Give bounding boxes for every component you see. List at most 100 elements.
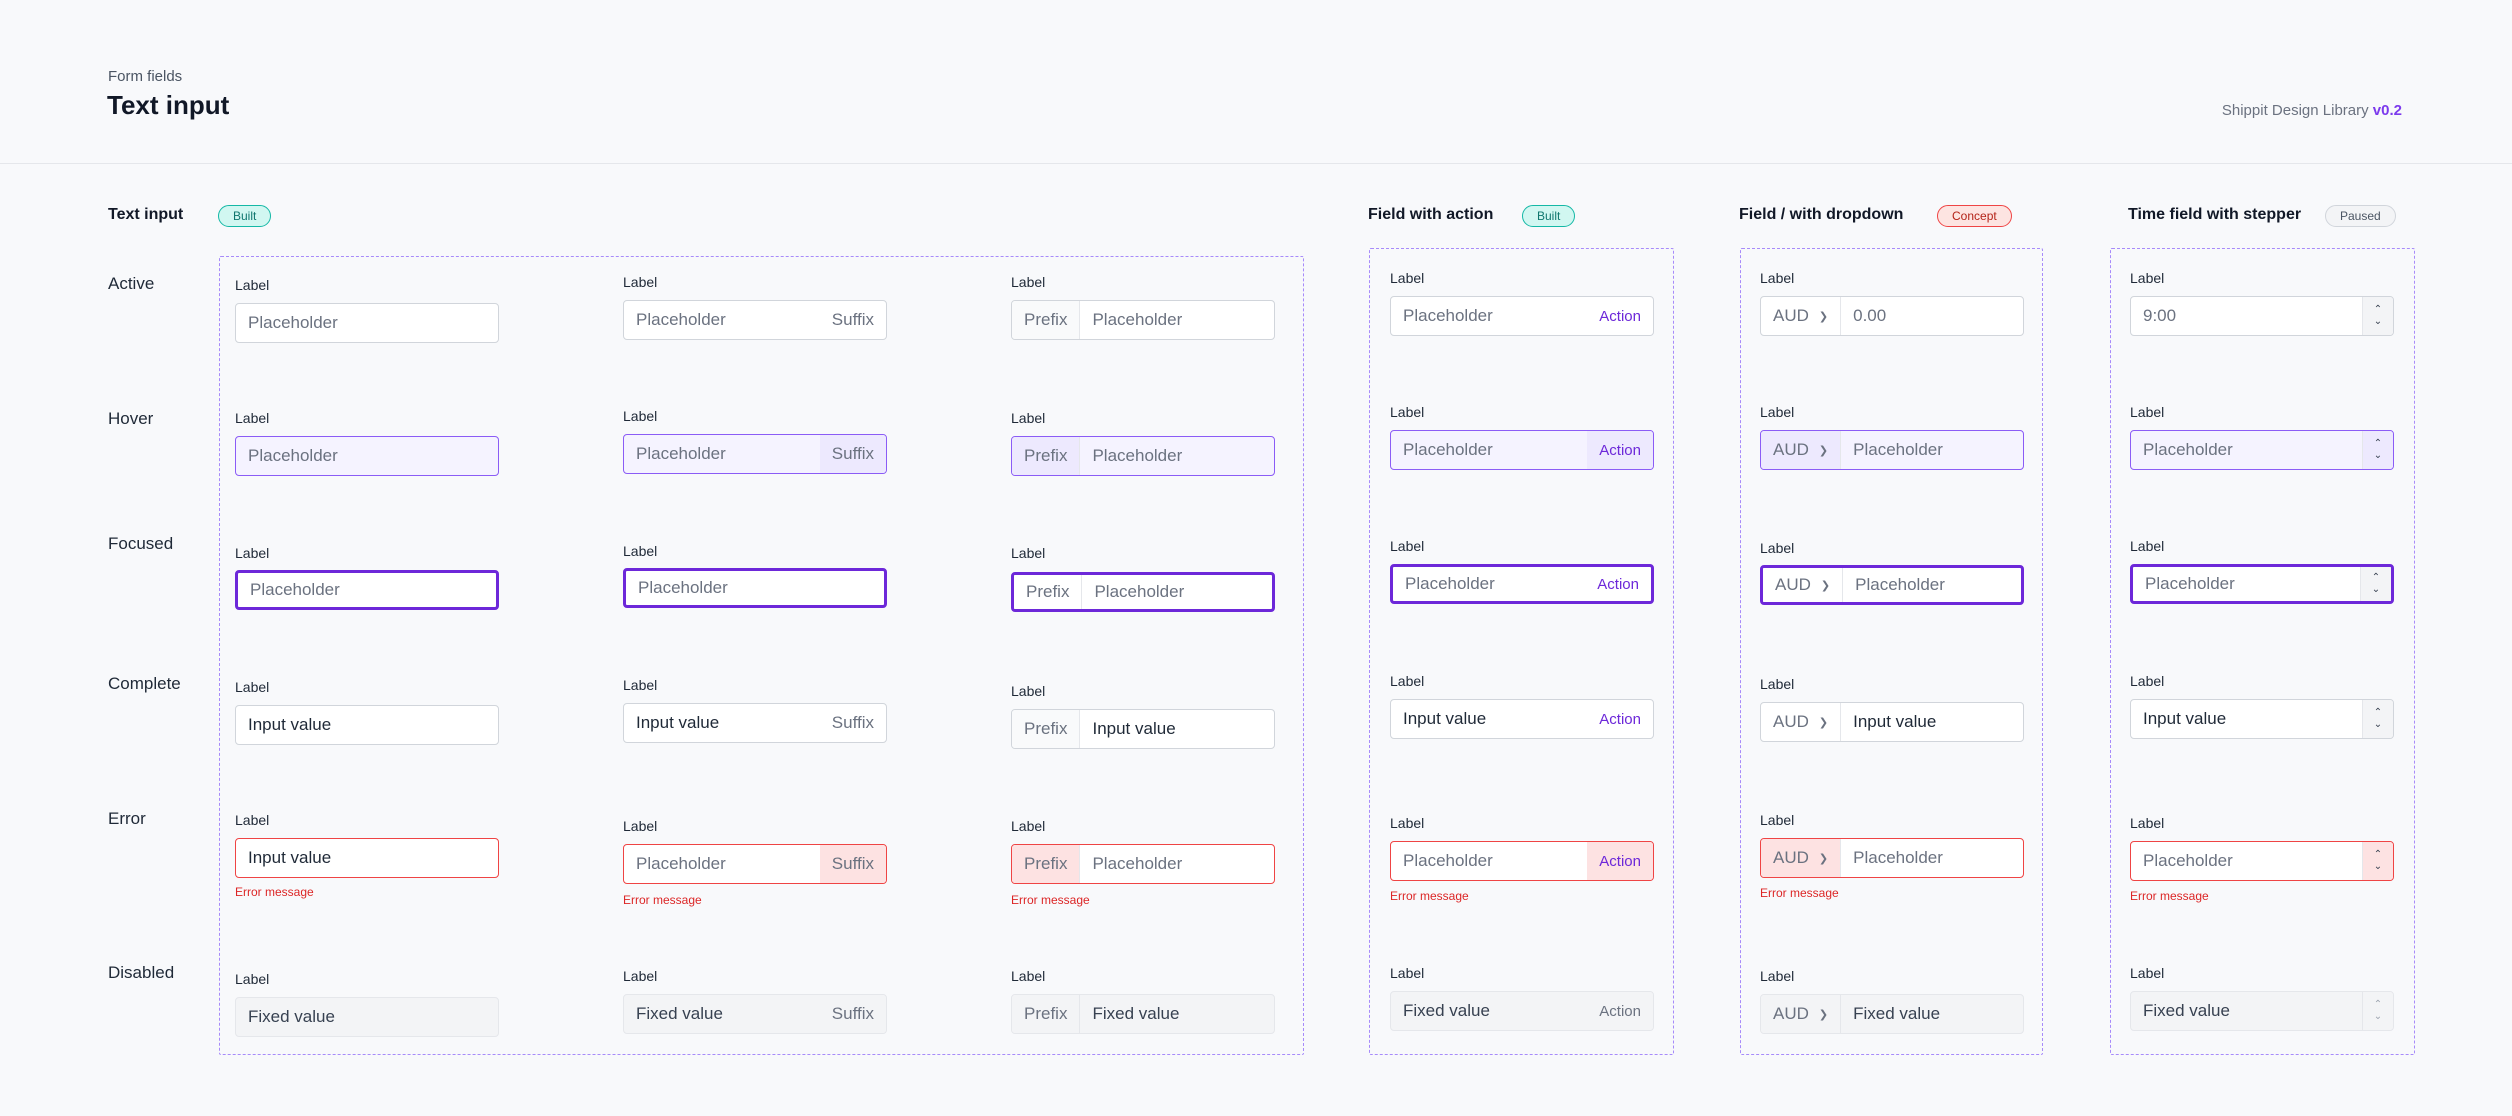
placeholder-text: Placeholder xyxy=(1403,306,1493,325)
stepper[interactable]: ⌃ ⌄ xyxy=(2362,431,2393,469)
stepper: ⌃ ⌄ xyxy=(2362,992,2393,1030)
time-field[interactable]: Placeholder ⌃ ⌄ xyxy=(2130,564,2394,604)
placeholder-text: Placeholder xyxy=(636,444,726,463)
time-field[interactable]: 9:00 ⌃ ⌄ xyxy=(2130,296,2394,336)
chevron-down-icon[interactable]: ⌄ xyxy=(2373,316,2383,327)
field-label: Label xyxy=(1011,410,1046,426)
status-badge: Built xyxy=(218,205,272,227)
currency-code: AUD xyxy=(1773,440,1809,459)
stepper[interactable]: ⌃ ⌄ xyxy=(2362,297,2393,335)
time-field[interactable]: Placeholder ⌃ ⌄ xyxy=(2130,430,2394,470)
error-message: Error message xyxy=(1011,893,1090,907)
chevron-up-icon[interactable]: ⌃ xyxy=(2373,707,2383,718)
placeholder-text: Placeholder xyxy=(636,310,726,329)
input-value: Fixed value xyxy=(1853,1004,1941,1023)
currency-field[interactable]: AUD ❯ Placeholder xyxy=(1760,838,2024,878)
field-label: Label xyxy=(1760,270,1795,286)
text-input-prefix: Prefix Fixed value xyxy=(1011,994,1275,1034)
stepper[interactable]: ⌃ ⌄ xyxy=(2362,842,2393,880)
input-value: Input value xyxy=(248,715,332,734)
chevron-down-icon: ⌄ xyxy=(2373,1011,2383,1022)
text-input[interactable]: Placeholder xyxy=(235,436,499,476)
chevron-down-icon[interactable]: ⌄ xyxy=(2373,450,2383,461)
state-label-focused: Focused xyxy=(108,534,174,553)
currency-field[interactable]: AUD ❯ Placeholder xyxy=(1760,430,2024,470)
stepper[interactable]: ⌃ ⌄ xyxy=(2360,567,2391,601)
action-field: Fixed value Action xyxy=(1390,991,1654,1031)
currency-dropdown[interactable]: AUD ❯ xyxy=(1763,568,1844,602)
action-field[interactable]: Placeholder Action xyxy=(1390,296,1654,336)
text-input[interactable]: Placeholder xyxy=(235,303,499,343)
text-input-suffix[interactable]: Placeholder Suffix xyxy=(623,300,887,340)
action-button[interactable]: Action xyxy=(1599,307,1641,325)
input-value: Fixed value xyxy=(636,1004,723,1023)
currency-code: AUD xyxy=(1775,575,1811,594)
suffix: Suffix xyxy=(819,435,886,473)
text-input-prefix[interactable]: Prefix Placeholder xyxy=(1011,844,1275,884)
currency-dropdown[interactable]: AUD ❯ xyxy=(1761,839,1842,877)
field-label: Label xyxy=(1011,545,1046,561)
input-value: Fixed value xyxy=(2143,1001,2230,1020)
field-label: Label xyxy=(1390,815,1425,831)
chevron-down-icon: ❯ xyxy=(1820,579,1831,592)
field-label: Label xyxy=(1011,274,1046,290)
text-input[interactable]: Input value xyxy=(235,705,499,745)
prefix: Prefix xyxy=(1012,437,1081,475)
field-label: Label xyxy=(1760,540,1795,556)
action-field[interactable]: Placeholder Action xyxy=(1390,564,1654,604)
placeholder-text: Placeholder xyxy=(1403,440,1493,459)
text-input[interactable]: Placeholder xyxy=(235,570,499,610)
action-button[interactable]: Action xyxy=(1587,842,1653,880)
chevron-down-icon[interactable]: ⌄ xyxy=(2373,719,2383,730)
action-button[interactable]: Action xyxy=(1597,575,1639,593)
placeholder-text: Placeholder xyxy=(2145,574,2235,593)
text-input-prefix[interactable]: Prefix Input value xyxy=(1011,709,1275,749)
text-input-prefix[interactable]: Prefix Placeholder xyxy=(1011,572,1275,612)
time-field[interactable]: Placeholder ⌃ ⌄ xyxy=(2130,841,2394,881)
section-title-field-with-action: Field with action xyxy=(1368,206,1494,223)
currency-field[interactable]: AUD ❯ Input value xyxy=(1760,702,2024,742)
text-input[interactable]: Input value xyxy=(235,838,499,878)
chevron-down-icon[interactable]: ⌄ xyxy=(2371,584,2381,595)
action-field[interactable]: Placeholder Action xyxy=(1390,430,1654,470)
field-label: Label xyxy=(623,677,658,693)
chevron-up-icon[interactable]: ⌃ xyxy=(2373,849,2383,860)
status-badge: Concept xyxy=(1937,205,2012,227)
state-label-active: Active xyxy=(108,274,155,293)
action-button[interactable]: Action xyxy=(1587,431,1653,469)
currency-dropdown[interactable]: AUD ❯ xyxy=(1761,703,1842,741)
error-message: Error message xyxy=(235,885,314,899)
error-message: Error message xyxy=(623,893,702,907)
action-field[interactable]: Placeholder Action xyxy=(1390,841,1654,881)
stepper[interactable]: ⌃ ⌄ xyxy=(2362,700,2393,738)
action-button[interactable]: Action xyxy=(1599,710,1641,728)
chevron-up-icon[interactable]: ⌃ xyxy=(2373,304,2383,315)
currency-dropdown[interactable]: AUD ❯ xyxy=(1761,297,1842,335)
state-label-error: Error xyxy=(108,809,146,828)
input-value: Fixed value xyxy=(1092,1004,1180,1023)
section-title-field-with-dropdown: Field / with dropdown xyxy=(1739,206,1904,223)
text-input-suffix[interactable]: Placeholder xyxy=(623,568,887,608)
currency-dropdown[interactable]: AUD ❯ xyxy=(1761,431,1842,469)
currency-code: AUD xyxy=(1773,712,1809,731)
chevron-up-icon[interactable]: ⌃ xyxy=(2371,572,2381,583)
text-input-prefix[interactable]: Prefix Placeholder xyxy=(1011,300,1275,340)
prefix: Prefix xyxy=(1012,301,1081,339)
text-input-prefix[interactable]: Prefix Placeholder xyxy=(1011,436,1275,476)
currency-field[interactable]: AUD ❯ 0.00 xyxy=(1760,296,2024,336)
input-value: Input value xyxy=(2143,709,2227,728)
time-field[interactable]: Input value ⌃ ⌄ xyxy=(2130,699,2394,739)
text-input-suffix[interactable]: Placeholder Suffix xyxy=(623,844,887,884)
breadcrumb: Form fields xyxy=(108,68,183,85)
text-input-suffix[interactable]: Input value Suffix xyxy=(623,703,887,743)
currency-code: AUD xyxy=(1773,1004,1809,1023)
currency-field[interactable]: AUD ❯ Placeholder xyxy=(1760,565,2024,605)
suffix: Suffix xyxy=(831,310,874,329)
field-label: Label xyxy=(1011,818,1046,834)
text-input-suffix[interactable]: Placeholder Suffix xyxy=(623,434,887,474)
section-title-time-field: Time field with stepper xyxy=(2128,206,2302,223)
chevron-down-icon[interactable]: ⌄ xyxy=(2373,861,2383,872)
chevron-up-icon[interactable]: ⌃ xyxy=(2373,438,2383,449)
action-field[interactable]: Input value Action xyxy=(1390,699,1654,739)
placeholder-text: Placeholder xyxy=(248,313,338,332)
